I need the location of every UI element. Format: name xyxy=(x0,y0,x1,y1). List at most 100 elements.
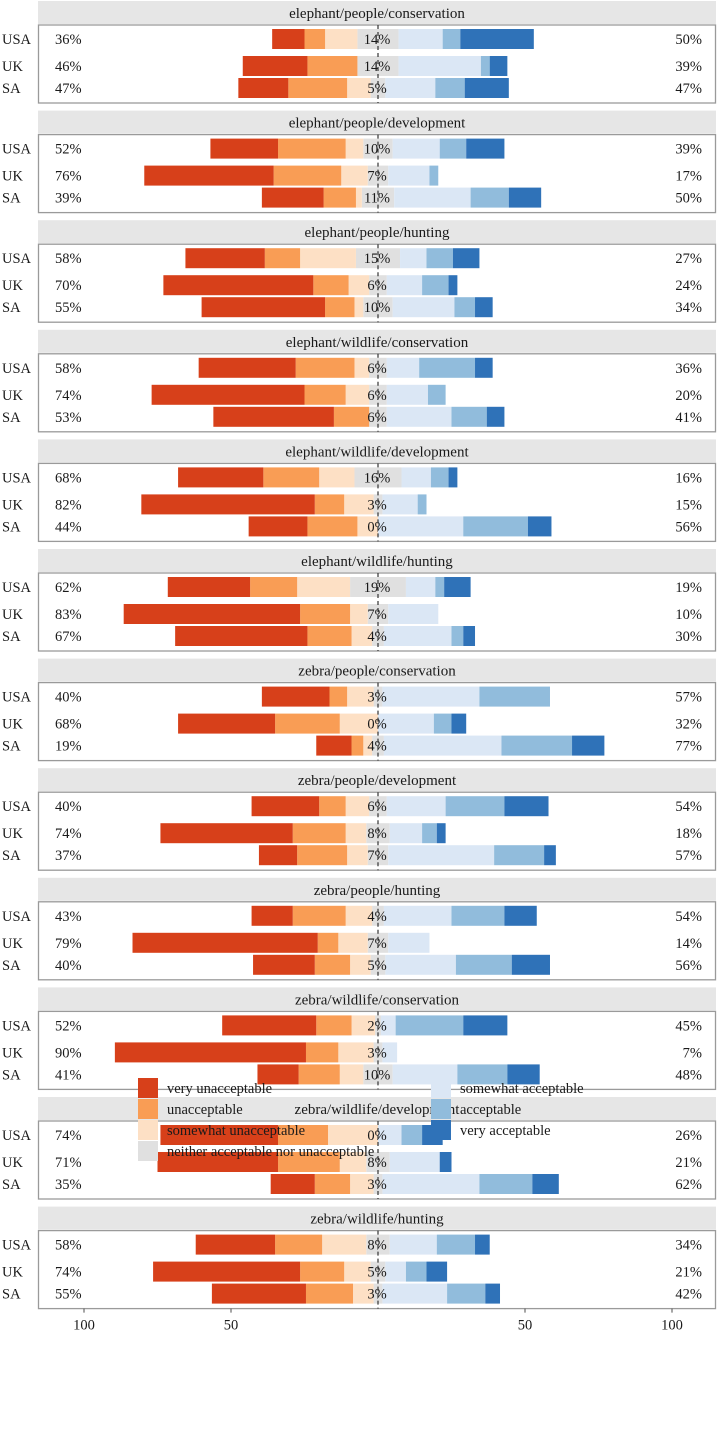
facet-title: elephant/wildlife/hunting xyxy=(301,554,453,570)
country-label: USA xyxy=(2,361,32,377)
facet-strip xyxy=(38,220,716,244)
left-percent-label: 76% xyxy=(55,169,82,185)
neutral-percent-label: 6% xyxy=(367,278,386,294)
bar-unacceptable xyxy=(333,406,370,427)
bar-neutral-right xyxy=(378,384,387,405)
left-percent-label: 67% xyxy=(55,629,82,645)
bar-very-unacceptable xyxy=(151,384,305,405)
bar-unacceptable xyxy=(264,248,301,269)
bar-very-unacceptable xyxy=(153,1261,301,1282)
legend-label: somewhat acceptable xyxy=(460,1081,584,1097)
neutral-percent-label: 6% xyxy=(367,410,386,426)
bar-very-unacceptable xyxy=(160,823,293,844)
bar-acceptable xyxy=(455,954,512,975)
bar-acceptable xyxy=(435,577,445,597)
bar-acceptable xyxy=(426,248,453,269)
bar-neutral-left xyxy=(366,1234,378,1255)
bar-very-unacceptable xyxy=(257,1064,299,1085)
right-percent-label: 24% xyxy=(675,278,702,294)
bar-very-acceptable xyxy=(511,954,550,975)
country-label: UK xyxy=(2,826,23,842)
country-label: UK xyxy=(2,59,23,75)
facet-title: elephant/wildlife/development xyxy=(285,444,469,460)
bar-neutral-right xyxy=(378,165,389,186)
bar-somewhat-acceptable xyxy=(378,516,464,537)
bar-acceptable xyxy=(417,494,427,515)
bar-neutral-left xyxy=(373,686,378,707)
bar-somewhat-unacceptable xyxy=(338,932,368,953)
bar-somewhat-unacceptable xyxy=(344,1261,371,1282)
bar-neutral-right xyxy=(378,932,389,953)
left-percent-label: 74% xyxy=(55,1265,82,1281)
bar-very-acceptable xyxy=(486,406,505,427)
right-percent-label: 50% xyxy=(675,32,702,48)
bar-somewhat-unacceptable xyxy=(355,187,362,208)
neutral-percent-label: 8% xyxy=(367,1155,386,1171)
right-percent-label: 47% xyxy=(675,81,702,97)
bar-unacceptable xyxy=(351,735,364,756)
bar-somewhat-acceptable xyxy=(386,384,428,405)
neutral-percent-label: 16% xyxy=(364,470,391,486)
facet-strip xyxy=(38,987,716,1011)
bar-very-unacceptable xyxy=(160,1125,279,1145)
bar-very-acceptable xyxy=(504,905,537,926)
bar-very-acceptable xyxy=(572,735,605,756)
country-label: SA xyxy=(2,629,21,645)
bar-neutral-left xyxy=(369,406,378,427)
bar-neutral-right xyxy=(378,1152,390,1172)
bar-unacceptable xyxy=(319,796,346,817)
bar-acceptable xyxy=(436,1234,476,1255)
bar-unacceptable xyxy=(325,297,355,318)
bar-somewhat-unacceptable xyxy=(345,823,367,844)
legend-label: neither acceptable nor unacceptable xyxy=(167,1144,374,1160)
legend-label: unacceptable xyxy=(167,1102,243,1118)
bar-very-acceptable xyxy=(532,1174,559,1194)
neutral-percent-label: 3% xyxy=(367,690,386,706)
bar-unacceptable xyxy=(307,626,352,646)
bar-acceptable xyxy=(457,1064,508,1085)
neutral-percent-label: 8% xyxy=(367,826,386,842)
bar-very-unacceptable xyxy=(213,406,334,427)
bar-somewhat-acceptable xyxy=(385,1261,406,1282)
left-percent-label: 82% xyxy=(55,497,82,513)
bar-neutral-right xyxy=(378,686,383,707)
bar-unacceptable xyxy=(300,604,351,624)
bar-somewhat-unacceptable xyxy=(350,1174,374,1194)
bar-very-acceptable xyxy=(466,138,505,159)
bar-acceptable xyxy=(427,384,446,405)
bar-neutral-right xyxy=(378,845,389,866)
bar-unacceptable xyxy=(292,905,346,926)
legend-label: very acceptable xyxy=(460,1123,551,1139)
bar-neutral-left xyxy=(369,357,378,378)
bar-neutral-right xyxy=(378,248,401,269)
bar-neutral-left xyxy=(375,1015,378,1036)
bar-very-unacceptable xyxy=(253,954,315,975)
neutral-percent-label: 0% xyxy=(367,519,386,535)
left-percent-label: 46% xyxy=(55,59,82,75)
bar-very-acceptable xyxy=(464,78,509,98)
left-percent-label: 90% xyxy=(55,1045,82,1061)
facet-strip xyxy=(38,329,716,353)
bar-very-unacceptable xyxy=(316,735,352,756)
bar-somewhat-acceptable xyxy=(389,823,423,844)
bar-unacceptable xyxy=(317,932,339,953)
bar-unacceptable xyxy=(329,686,348,707)
legend-swatch xyxy=(138,1099,158,1119)
facet-strip xyxy=(38,877,716,901)
bar-somewhat-acceptable xyxy=(389,1234,437,1255)
bar-somewhat-acceptable xyxy=(385,954,456,975)
bar-neutral-left xyxy=(367,604,378,624)
bar-unacceptable xyxy=(316,1015,352,1036)
bar-neutral-right xyxy=(378,735,384,756)
neutral-percent-label: 6% xyxy=(367,799,386,815)
bar-neutral-right xyxy=(378,1064,393,1085)
bar-neutral-left xyxy=(373,1174,378,1194)
x-tick-label: 100 xyxy=(73,1318,95,1334)
bar-neutral-right xyxy=(378,905,384,926)
bar-neutral-right xyxy=(378,275,387,296)
right-percent-label: 77% xyxy=(675,739,702,755)
right-percent-label: 48% xyxy=(675,1067,702,1083)
bar-neutral-left xyxy=(369,275,378,296)
facet-strip xyxy=(38,1097,716,1120)
